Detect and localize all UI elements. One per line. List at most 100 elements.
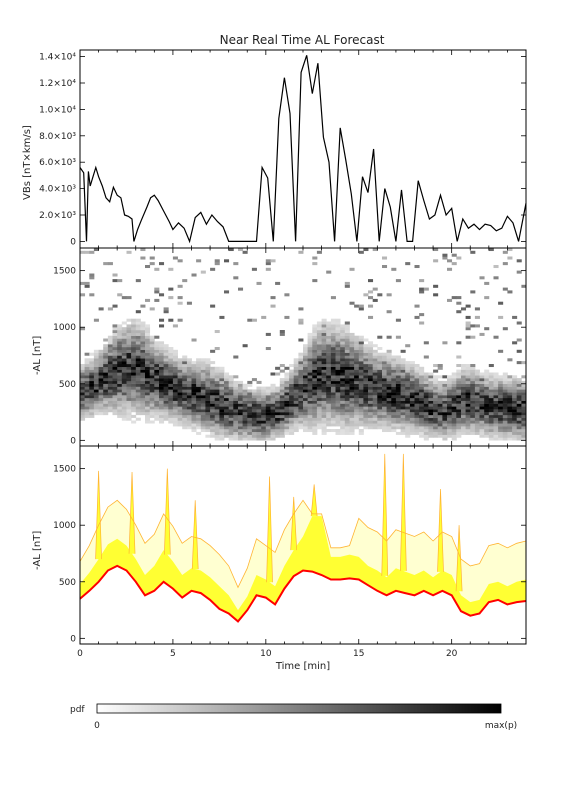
heatmap-cell (400, 364, 406, 368)
heatmap-cell (293, 380, 299, 384)
heatmap-cell (159, 386, 165, 390)
heatmap-cell (386, 293, 392, 297)
heatmap-cell (502, 395, 508, 399)
heatmap-cell (135, 332, 141, 336)
heatmap-cell (461, 386, 467, 390)
heatmap-cell (145, 420, 151, 424)
heatmap-cell (330, 321, 336, 325)
heatmap-cell (358, 400, 364, 404)
heatmap-cell (433, 429, 439, 433)
heatmap-cell (507, 412, 513, 416)
heatmap-cell (419, 389, 425, 393)
heatmap-cell (312, 409, 318, 413)
heatmap-cell (98, 366, 104, 370)
heatmap-cell (307, 361, 313, 365)
heatmap-cell (447, 423, 453, 427)
heatmap-cell (354, 420, 360, 424)
heatmap-cell (447, 378, 453, 382)
heatmap-cell (84, 361, 90, 365)
heatmap-cell (224, 434, 230, 438)
heatmap-cell (251, 397, 257, 401)
heatmap-cell (214, 380, 220, 384)
heatmap-cell (261, 423, 267, 427)
heatmap-cell (349, 347, 355, 351)
heatmap-cell (126, 378, 132, 382)
heatmap-cell (470, 383, 476, 387)
heatmap-cell (312, 400, 318, 404)
heatmap-cell (103, 380, 109, 384)
heatmap-cell (498, 414, 504, 418)
heatmap-cell (121, 392, 127, 396)
heatmap-cell (409, 423, 415, 427)
heatmap-cell (321, 324, 327, 328)
heatmap-cell (368, 389, 374, 393)
heatmap-cell (330, 355, 336, 359)
heatmap-cell (205, 414, 211, 418)
heatmap-cell (303, 369, 309, 373)
heatmap-cell (182, 409, 188, 413)
heatmap-cell (265, 429, 271, 433)
heatmap-cell (419, 409, 425, 413)
heatmap-cell (428, 412, 434, 416)
heatmap-cell (135, 358, 141, 362)
heatmap-cell (177, 259, 183, 263)
heatmap-cell (465, 397, 471, 401)
heatmap-cell (238, 417, 244, 421)
heatmap-cell (312, 366, 318, 370)
heatmap-cell (279, 332, 285, 336)
heatmap-cell (419, 397, 425, 401)
heatmap-cell (386, 397, 392, 401)
heatmap-cell (335, 412, 341, 416)
heatmap-cell (224, 429, 230, 433)
heatmap-cell (126, 383, 132, 387)
heatmap-cell (140, 361, 146, 365)
heatmap-cell (321, 383, 327, 387)
heatmap-cell (456, 386, 462, 390)
heatmap-cell (117, 327, 123, 331)
heatmap-cell (112, 304, 118, 308)
heatmap-cell (368, 361, 374, 365)
heatmap-cell (196, 431, 202, 435)
heatmap-cell (247, 400, 253, 404)
heatmap-cell (145, 341, 151, 345)
heatmap-cell (303, 392, 309, 396)
heatmap-cell (428, 426, 434, 430)
heatmap-cell (437, 395, 443, 399)
heatmap-cell (261, 420, 267, 424)
heatmap-cell (377, 412, 383, 416)
heatmap-cell (326, 327, 332, 331)
heatmap-cell (344, 332, 350, 336)
heatmap-cell (354, 380, 360, 384)
heatmap-cell (488, 409, 494, 413)
heatmap-cell (159, 380, 165, 384)
heatmap-cell (516, 403, 522, 407)
heatmap-cell (335, 324, 341, 328)
heatmap-cell (358, 378, 364, 382)
heatmap-cell (502, 417, 508, 421)
heatmap-cell (210, 412, 216, 416)
heatmap-cell (80, 380, 86, 384)
heatmap-cell (502, 372, 508, 376)
heatmap-cell (349, 358, 355, 362)
heatmap-cell (265, 414, 271, 418)
al-pdf-heatmap (80, 248, 527, 441)
heatmap-cell (140, 383, 146, 387)
heatmap-cell (210, 366, 216, 370)
heatmap-cell (344, 324, 350, 328)
heatmap-cell (265, 403, 271, 407)
heatmap-cell (419, 426, 425, 430)
heatmap-cell (98, 412, 104, 416)
heatmap-cell (238, 414, 244, 418)
heatmap-cell (321, 395, 327, 399)
heatmap-cell (293, 403, 299, 407)
heatmap-cell (98, 383, 104, 387)
heatmap-cell (256, 431, 262, 435)
heatmap-cell (177, 414, 183, 418)
heatmap-cell (479, 400, 485, 404)
heatmap-cell (233, 429, 239, 433)
heatmap-cell (200, 409, 206, 413)
heatmap-cell (354, 304, 360, 308)
heatmap-cell (400, 420, 406, 424)
heatmap-cell (358, 431, 364, 435)
heatmap-cell (349, 420, 355, 424)
